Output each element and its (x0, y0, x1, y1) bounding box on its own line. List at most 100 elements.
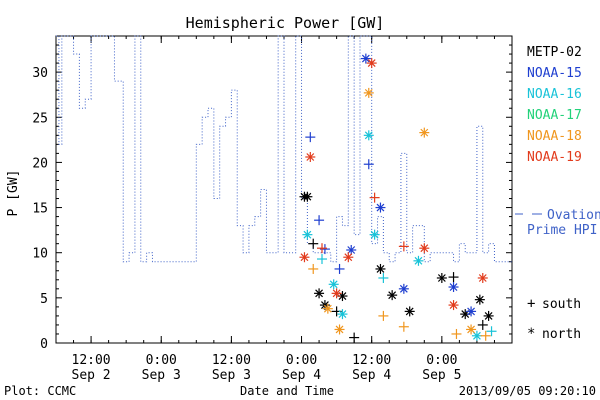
north-marker-metp-02 (404, 306, 415, 317)
marker-stroke (303, 192, 312, 201)
x-axis-label: Date and Time (240, 384, 334, 398)
north-marker-noaa-16 (363, 130, 374, 141)
marker-stroke (364, 131, 373, 140)
marker-stroke (335, 325, 344, 334)
north-marker-noaa-15 (375, 202, 386, 213)
marker-stroke (420, 244, 429, 253)
south-marker-noaa-15 (314, 215, 325, 226)
marker-stroke (399, 284, 408, 293)
north-marker-metp-02 (483, 310, 494, 321)
marker-stroke (449, 301, 458, 310)
north-marker-noaa-15 (466, 306, 477, 317)
south-marker-noaa-15 (305, 132, 316, 143)
north-marker-noaa-19 (419, 243, 430, 254)
marker-stroke (338, 310, 347, 319)
north-marker-noaa-19 (477, 272, 488, 283)
y-tick-label: 20 (32, 156, 48, 171)
south-marker-noaa-19 (369, 192, 380, 203)
marker-stroke (367, 59, 376, 68)
north-marker-noaa-19 (366, 58, 377, 69)
north-marker-noaa-16 (302, 229, 313, 240)
x-tick-label-date: Sep 4 (282, 368, 321, 383)
north-marker-noaa-16 (328, 279, 339, 290)
north-marker-metp-02 (375, 263, 386, 274)
marker-stroke (467, 307, 476, 316)
north-marker-metp-02 (387, 290, 398, 301)
north-marker-noaa-15 (398, 283, 409, 294)
marker-stroke (303, 230, 312, 239)
marker-stroke (364, 88, 373, 97)
marker-stroke (475, 295, 484, 304)
marker-stroke (315, 289, 324, 298)
south-marker-noaa-18 (308, 263, 319, 274)
north-marker-noaa-16 (413, 255, 424, 266)
footer-timestamp: 2013/09/05 09:20:10 (459, 384, 596, 398)
north-marker-metp-02 (436, 272, 447, 283)
north-marker-metp-02 (302, 191, 313, 202)
marker-stroke (376, 203, 385, 212)
legend-item-noaa-16: NOAA-16 (527, 87, 582, 102)
south-marker-metp-02 (308, 238, 319, 249)
marker-stroke (306, 153, 315, 161)
ovation-prime-series (56, 35, 512, 263)
footer-plot-source: Plot: CCMC (4, 384, 76, 398)
north-marker-noaa-19 (448, 300, 459, 311)
south-marker-metp-02 (448, 272, 459, 283)
legend-item-noaa-17: NOAA-17 (527, 108, 582, 123)
north-marker-noaa-18 (419, 127, 430, 138)
x-tick-label-time: 0:00 (426, 353, 457, 368)
north-marker-noaa-18 (363, 87, 374, 98)
marker-stroke (344, 253, 353, 262)
marker-stroke (420, 128, 429, 137)
x-tick-label-date: Sep 3 (142, 368, 181, 383)
south-marker-metp-02 (349, 332, 360, 343)
marker-stroke (449, 283, 458, 291)
north-marker-noaa-18 (466, 324, 477, 335)
legend-item-metp-02: METP-02 (527, 45, 582, 60)
x-tick-label-date: Sep 5 (422, 368, 461, 383)
south-marker-noaa-18 (451, 328, 462, 339)
legend-ovation-label: Prime HPI (527, 223, 597, 238)
north-marker-noaa-18 (322, 303, 333, 314)
north-marker-noaa-19 (343, 252, 354, 263)
legend-marker-symbol: + (527, 296, 535, 312)
marker-stroke (467, 325, 476, 334)
marker-stroke (329, 280, 338, 289)
marker-stroke (300, 253, 309, 262)
marker-stroke (332, 289, 341, 298)
north-marker-noaa-15 (448, 282, 459, 293)
marker-stroke (478, 274, 487, 282)
y-tick-label: 30 (32, 66, 48, 81)
x-tick-label-date: Sep 4 (352, 368, 391, 383)
north-marker-noaa-19 (299, 252, 310, 263)
marker-stroke (323, 304, 332, 313)
south-marker-noaa-18 (480, 330, 491, 341)
marker-stroke (388, 291, 397, 300)
chart-title: Hemispheric Power [GW] (186, 14, 385, 32)
south-marker-noaa-16 (378, 272, 389, 283)
legend-item-noaa-15: NOAA-15 (527, 66, 582, 81)
x-tick-label-time: 12:00 (352, 353, 391, 368)
x-tick-label-time: 12:00 (72, 353, 111, 368)
north-marker-noaa-16 (369, 229, 380, 240)
marker-stroke (338, 292, 347, 300)
north-marker-metp-02 (314, 288, 325, 299)
y-tick-label: 0 (40, 337, 48, 352)
north-marker-noaa-16 (471, 330, 482, 341)
legend-marker-south: south (542, 297, 581, 312)
marker-stroke (414, 256, 423, 265)
south-marker-noaa-15 (363, 159, 374, 170)
north-marker-noaa-19 (305, 151, 316, 162)
legend: METP-02 NOAA-15 NOAA-16 NOAA-17 NOAA-18 NOAA-… (515, 45, 600, 342)
x-tick-label-time: 0:00 (286, 353, 317, 368)
south-marker-noaa-16 (486, 326, 497, 337)
marker-stroke (484, 311, 493, 320)
x-tick-label-time: 12:00 (212, 353, 251, 368)
north-marker-noaa-16 (337, 309, 348, 320)
north-marker-metp-02 (474, 294, 485, 305)
legend-marker-symbol: * (527, 326, 535, 342)
legend-ovation-label: Ovation (547, 208, 600, 223)
